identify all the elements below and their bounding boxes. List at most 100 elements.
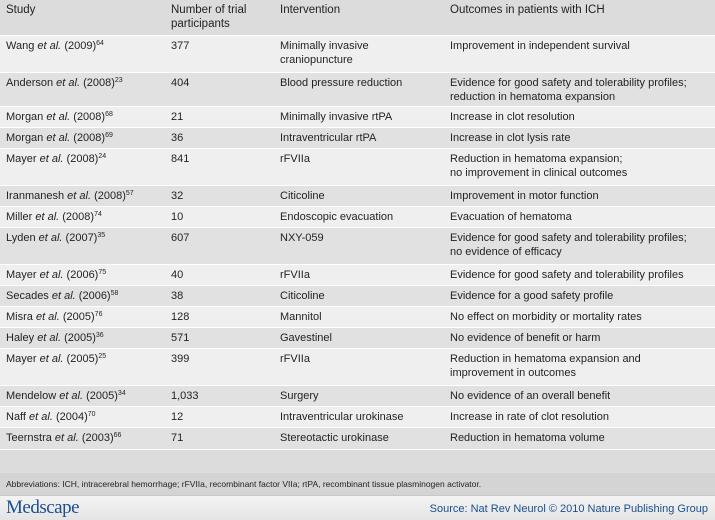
study-cell: Morgan et al. (2008)69	[6, 131, 113, 145]
study-etal: et al.	[51, 290, 76, 302]
study-author: Haley	[6, 332, 35, 344]
participants-cell: 404	[171, 77, 190, 89]
study-etal: et al.	[67, 190, 92, 202]
outcome-line: Evidence for good safety and tolerabilit…	[450, 269, 684, 281]
outcome-line: Reduction in hematoma expansion;	[450, 153, 623, 165]
outcome-line: Reduction in hematoma volume	[450, 432, 605, 444]
outcome-line: Evidence for good safety and tolerabilit…	[450, 232, 687, 244]
intervention-line: Citicoline	[280, 290, 325, 302]
intervention-cell: Intraventricular urokinase	[280, 410, 404, 424]
medscape-logo[interactable]: Medscape	[6, 497, 80, 518]
header-outcomes: Outcomes in patients with ICH	[450, 4, 605, 16]
study-cell: Misra et al. (2005)76	[6, 310, 102, 324]
table-row: Mayer et al. (2006)75 40 rFVIIa Evidence fo…	[0, 265, 715, 286]
study-cell: Secades et al. (2006)58	[6, 289, 118, 303]
study-etal: et al.	[39, 153, 64, 165]
outcomes-cell: Increase in clot lysis rate	[450, 131, 570, 145]
intervention-line: Intraventricular rtPA	[280, 132, 377, 144]
study-etal: et al.	[39, 269, 64, 281]
outcome-line: Increase in clot lysis rate	[450, 132, 571, 144]
study-year: (2008)	[73, 111, 106, 123]
outcomes-cell: Evacuation of hematoma	[450, 210, 572, 224]
source-credit: Source: Nat Rev Neurol © 2010 Nature Pub…	[429, 503, 708, 515]
intervention-line: Stereotactic urokinase	[280, 432, 389, 444]
outcome-line: improvement in outcomes	[450, 367, 576, 379]
study-year: (2005)	[64, 332, 96, 344]
study-author: Wang	[6, 40, 35, 52]
study-author: Miller	[6, 211, 33, 223]
participants-cell: 38	[171, 290, 184, 302]
study-etal: et al.	[29, 411, 53, 423]
study-etal: et al.	[54, 432, 79, 444]
study-cell: Mayer et al. (2006)75	[6, 268, 106, 282]
header-study: Study	[6, 4, 36, 16]
outcomes-cell: Reduction in hematoma volume	[450, 431, 605, 445]
study-year: (2003)	[81, 432, 114, 444]
outcome-line: no evidence of efficacy	[450, 246, 562, 258]
intervention-cell: Endoscopic evacuation	[280, 210, 393, 224]
study-author: Iranmanesh	[6, 190, 65, 202]
intervention-line: NXY-059	[280, 232, 324, 244]
participants-cell: 571	[171, 332, 190, 344]
header-participants: Number of trial participants	[171, 3, 246, 31]
study-etal: et al.	[37, 40, 62, 52]
study-year: (2008)	[83, 77, 115, 89]
study-cell: Anderson et al. (2008)23	[6, 76, 123, 90]
participants-cell: 607	[171, 232, 190, 244]
table-row: Lyden et al. (2007)35 607 NXY-059 Evidence …	[0, 228, 715, 265]
reference-number: 76	[94, 311, 103, 318]
study-year: (2007)	[65, 232, 98, 244]
reference-number: 70	[87, 411, 96, 418]
outcomes-cell: Improvement in motor function	[450, 189, 599, 203]
study-year: (2008)	[62, 211, 95, 223]
participants-cell: 10	[171, 211, 184, 223]
study-cell: Wang et al. (2009)64	[6, 39, 104, 53]
study-cell: Mayer et al. (2008)24	[6, 152, 106, 166]
study-etal: et al.	[35, 211, 60, 223]
study-cell: Teernstra et al. (2003)66	[6, 431, 121, 445]
intervention-line: Minimally invasive rtPA	[280, 111, 393, 123]
reference-number: 75	[98, 269, 107, 276]
outcomes-cell: Increase in rate of clot resolution	[450, 410, 609, 424]
study-year: (2008)	[94, 190, 126, 202]
reference-number: 25	[98, 353, 107, 360]
study-author: Teernstra	[6, 432, 52, 444]
table-row: Miller et al. (2008)74 10 Endoscopic evacu…	[0, 207, 715, 228]
intervention-line: rFVIIa	[280, 269, 310, 281]
study-etal: et al.	[35, 311, 60, 323]
intervention-cell: Intraventricular rtPA	[280, 131, 376, 145]
reference-number: 23	[114, 77, 123, 84]
intervention-cell: rFVIIa	[280, 352, 310, 366]
header-participants-line1: Number of trial	[171, 4, 247, 16]
participants-cell: 71	[171, 432, 184, 444]
intervention-line: rFVIIa	[280, 353, 310, 365]
study-etal: et al.	[39, 353, 64, 365]
reference-number: 58	[110, 290, 119, 297]
study-year: (2005)	[62, 311, 95, 323]
intervention-cell: Gavestinel	[280, 331, 332, 345]
study-cell: Mendelow et al. (2005)34	[6, 389, 126, 403]
table-header-row: Study Number of trial participants Inter…	[0, 0, 715, 36]
study-year: (2005)	[86, 390, 118, 402]
study-year: (2008)	[66, 153, 99, 165]
outcome-line: Improvement in independent survival	[450, 40, 630, 52]
outcome-line: Reduction in hematoma expansion and	[450, 353, 641, 365]
reference-number: 66	[113, 432, 122, 439]
participants-cell: 377	[171, 40, 190, 52]
table-row: Misra et al. (2005)76 128 Mannitol No effec…	[0, 307, 715, 328]
study-cell: Mayer et al. (2005)25	[6, 352, 106, 366]
study-etal: et al.	[38, 232, 63, 244]
outcomes-cell: No effect on morbidity or mortality rate…	[450, 310, 642, 324]
study-cell: Miller et al. (2008)74	[6, 210, 102, 224]
intervention-line: rFVIIa	[280, 153, 310, 165]
study-year: (2005)	[66, 353, 99, 365]
intervention-line: Citicoline	[280, 190, 325, 202]
participants-cell: 399	[171, 353, 190, 365]
header-participants-line2: participants	[171, 18, 230, 30]
outcomes-cell: No evidence of benefit or harm	[450, 331, 600, 345]
study-author: Anderson	[6, 77, 54, 89]
outcomes-cell: Evidence for good safety and tolerabilit…	[450, 76, 687, 104]
study-year: (2004)	[55, 411, 88, 423]
outcome-line: Evidence for good safety and tolerabilit…	[450, 77, 687, 89]
